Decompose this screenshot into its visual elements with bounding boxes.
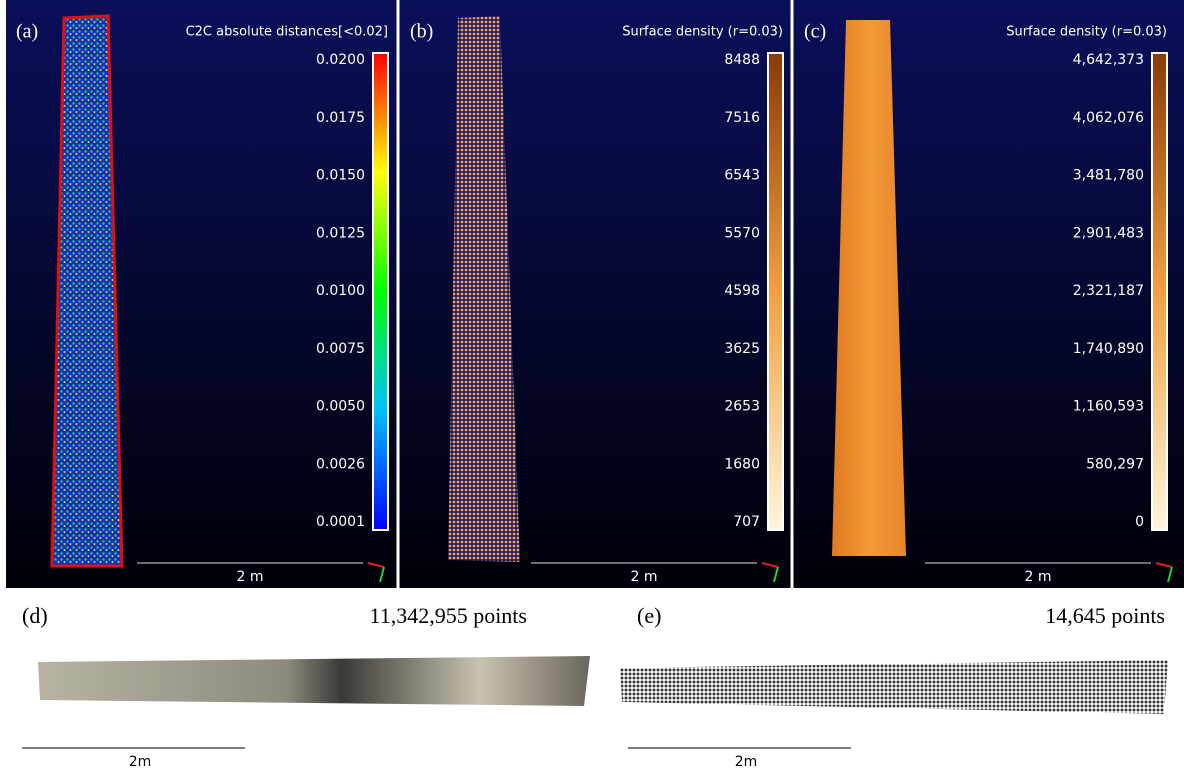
colorbar	[768, 53, 783, 530]
colorbar-tick-label: 5570	[724, 225, 760, 241]
point-count: 14,645 points	[1045, 603, 1165, 628]
colorbar-tick-label: 0.0050	[316, 399, 365, 415]
colorbar-tick-label: 2,321,187	[1073, 283, 1144, 299]
colorbar-tick-label: 0.0175	[316, 110, 365, 126]
colorbar-tick-label: 4598	[724, 283, 760, 299]
colorbar-tick-label: 4,642,373	[1073, 52, 1144, 68]
colorbar-tick-label: 1,160,593	[1073, 399, 1144, 415]
colorbar-tick-label: 580,297	[1086, 456, 1144, 472]
colorbar-title: Surface density (r=0.03)	[1006, 25, 1167, 40]
view-label: (d)	[22, 603, 48, 628]
colorbar-tick-label: 1680	[724, 456, 760, 472]
colorbar-tick-label: 707	[733, 514, 760, 530]
colorbar-title: C2C absolute distances[<0.02]	[186, 25, 388, 40]
colorbar-tick-label: 2,901,483	[1073, 225, 1144, 241]
colorbar-tick-label: 0.0075	[316, 341, 365, 357]
colorbar-tick-label: 0.0125	[316, 225, 365, 241]
colorbar-tick-label: 0.0200	[316, 52, 365, 68]
colorbar-title: Surface density (r=0.03)	[622, 25, 783, 40]
panel-label: (a)	[16, 21, 38, 43]
colorbar-tick-label: 3625	[724, 341, 760, 357]
colorbar-tick-label: 7516	[724, 110, 760, 126]
scale-label: 2 m	[1025, 569, 1052, 585]
colorbar-tick-label: 0.0100	[316, 283, 365, 299]
colorbar-tick-label: 8488	[724, 52, 760, 68]
scale-label: 2m	[129, 754, 152, 770]
panel-label: (b)	[410, 21, 433, 43]
panel-label: (c)	[804, 21, 826, 43]
figure: (a) C2C absolute distances[<0.02] 0.0200 0.…	[0, 0, 1184, 771]
scale-label: 2 m	[237, 569, 264, 585]
colorbar-tick-label: 0.0150	[316, 168, 365, 184]
point-count: 11,342,955 points	[370, 603, 527, 628]
point-view	[620, 660, 1168, 714]
colorbar-tick-label: 6543	[724, 168, 760, 184]
colorbar-tick-label: 0	[1135, 514, 1144, 530]
mesh-view	[38, 656, 590, 706]
colorbar	[1152, 53, 1167, 530]
colorbar-tick-label: 2653	[724, 399, 760, 415]
colorbar	[373, 53, 388, 530]
point-cloud	[52, 16, 122, 566]
colorbar-tick-label: 0.0001	[316, 514, 365, 530]
colorbar-tick-label: 0.0026	[316, 456, 365, 472]
scale-label: 2 m	[631, 569, 658, 585]
view-label: (e)	[637, 603, 661, 628]
colorbar-tick-label: 1,740,890	[1073, 341, 1144, 357]
colorbar-tick-label: 3,481,780	[1073, 168, 1144, 184]
viewer-background	[6, 0, 1184, 588]
colorbar-tick-label: 4,062,076	[1073, 110, 1144, 126]
scale-label: 2m	[735, 754, 758, 770]
